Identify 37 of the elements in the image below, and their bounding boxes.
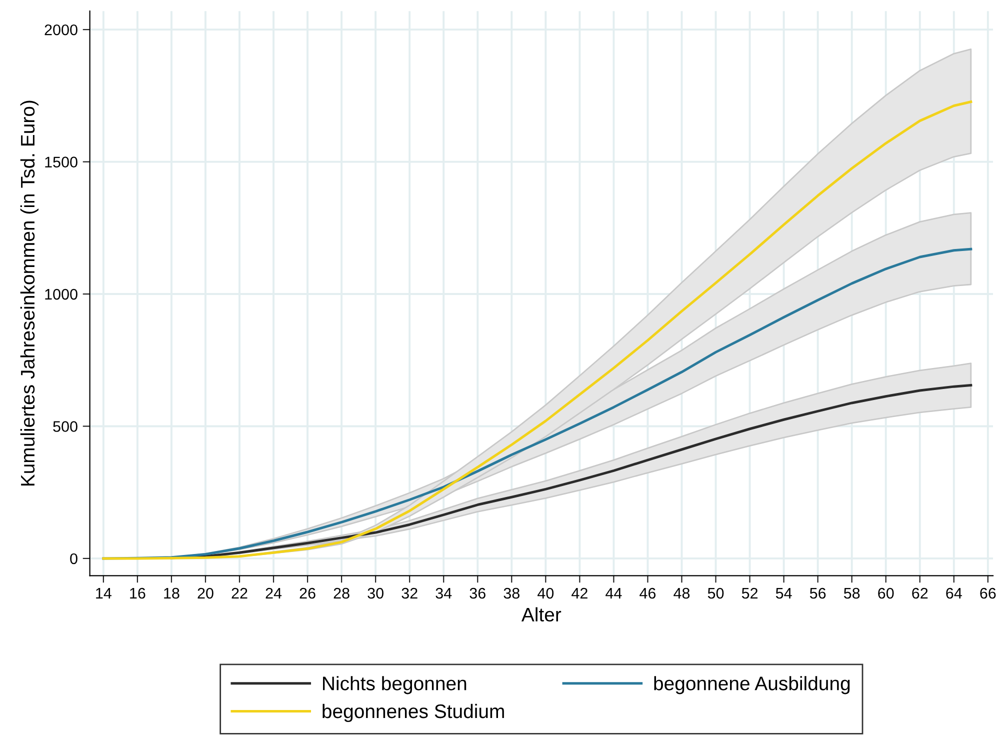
x-tick-label: 36 [470, 588, 486, 599]
x-tick-label: 42 [572, 588, 588, 599]
y-tick-label: 2000 [44, 24, 78, 36]
legend-label: begonnene Ausbildung [654, 676, 850, 694]
y-axis-title: Kumuliertes Jahreseinkommen (in Tsd. Euro) [20, 100, 38, 486]
y-tick-label: 1000 [45, 288, 78, 300]
x-tick-label: 32 [402, 588, 418, 599]
y-tick-label: 1500 [45, 156, 78, 168]
x-tick-label: 30 [368, 588, 384, 599]
x-tick-label: 26 [300, 588, 316, 599]
x-tick-label: 28 [334, 588, 350, 599]
x-tick-label: 40 [538, 588, 554, 599]
x-tick-label: 14 [96, 588, 112, 599]
x-tick-label: 18 [164, 588, 180, 599]
legend-label: Nichts begonnen [323, 676, 466, 694]
x-tick-label: 34 [436, 588, 452, 599]
x-tick-label: 64 [946, 588, 962, 599]
x-tick-label: 50 [708, 588, 724, 599]
y-tick-label: 0 [70, 553, 78, 564]
x-tick-label: 62 [912, 588, 928, 599]
x-tick-label: 58 [844, 588, 860, 599]
x-tick-label: 22 [232, 588, 248, 599]
x-axis-title: Alter [521, 607, 562, 622]
x-tick-label: 52 [742, 588, 758, 599]
x-tick-label: 60 [878, 588, 894, 599]
x-tick-label: 66 [980, 588, 996, 599]
x-tick-label: 16 [130, 588, 146, 599]
x-tick-label: 46 [640, 588, 656, 599]
x-tick-label: 24 [266, 588, 282, 599]
x-tick-label: 48 [674, 588, 690, 599]
x-tick-label: 56 [810, 588, 826, 599]
x-tick-label: 20 [198, 588, 214, 599]
legend-label: begonnenes Studium [322, 704, 504, 722]
x-tick-label: 38 [504, 588, 520, 599]
y-tick-label: 500 [53, 421, 78, 432]
x-tick-label: 54 [776, 588, 792, 599]
x-tick-label: 44 [606, 588, 622, 599]
